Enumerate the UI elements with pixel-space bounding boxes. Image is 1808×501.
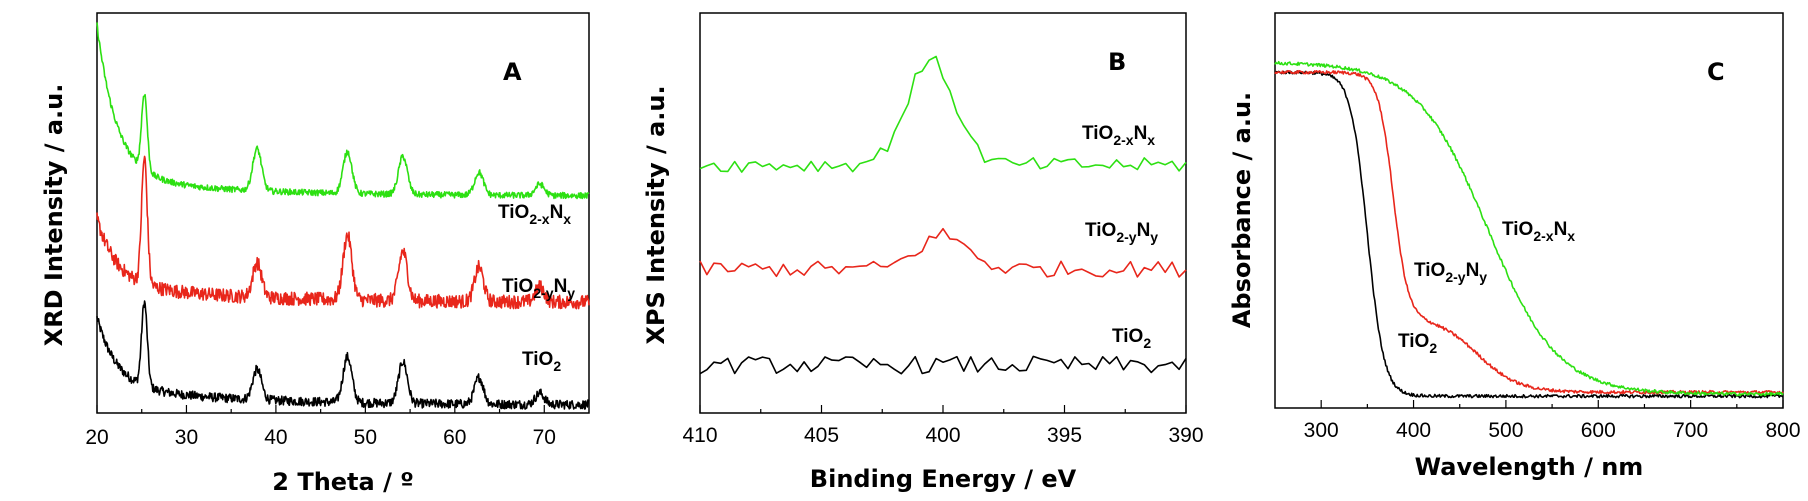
series-line [699,355,1187,375]
x-tick-label: 600 [1581,419,1616,442]
panel-b-series-labels: TiO2 TiO2-yNy TiO2-xNx [1082,123,1158,351]
x-tick-label: 700 [1673,419,1708,442]
panel-c-y-axis-title: Absorbance / a.u. [1228,92,1256,328]
panel-c-x-axis-title: Wavelength / nm [1415,453,1644,481]
x-tick-label: 400 [925,424,960,447]
series-label: TiO2 [1112,326,1151,351]
panel-c-series-labels: TiO2 TiO2-yNy TiO2-xNx [1398,219,1575,356]
series-line [699,227,1187,278]
series-line [96,155,590,310]
x-tick-label: 800 [1765,419,1800,442]
panel-b-curves [699,55,1187,375]
x-tick-label: 20 [85,426,108,449]
panel-a: 20 30 40 50 60 70 TiO2 TiO2-yNy TiO2-xNx A 2 Th… [40,12,590,496]
x-tick-label: 40 [264,426,287,449]
panel-b-y-axis-title: XPS Intensity / a.u. [642,85,670,344]
series-line [1274,60,1784,397]
series-label: TiO2 [1398,331,1437,356]
panel-a-series-labels: TiO2 TiO2-yNy TiO2-xNx [498,202,575,374]
x-tick-label: 50 [354,426,377,449]
series-line [96,300,590,410]
panel-c: 300 400 500 600 700 800 TiO2TiO2-yNyTiO2-xNx … [1228,12,1801,481]
series-label: TiO2-xNx [1502,219,1575,244]
panel-a-letter: A [503,58,522,86]
series-label: TiO2 [522,349,561,374]
x-tick-label: 300 [1304,419,1339,442]
series-line [699,55,1187,173]
series-line [96,22,590,200]
x-tick-label: 405 [804,424,839,447]
x-tick-label: 410 [682,424,717,447]
panel-c-x-ticks: 300 400 500 600 700 800 [1304,400,1801,442]
x-tick-label: 30 [175,426,198,449]
series-line [1274,70,1784,399]
series-label: TiO2-xNx [498,202,571,227]
series-label: TiO2-yNy [502,276,575,301]
x-tick-label: 60 [443,426,466,449]
panel-c-plot-frame [1274,12,1784,409]
panel-b-letter: B [1108,48,1126,76]
series-label: TiO2-xNx [1082,123,1155,148]
x-tick-label: 390 [1168,424,1203,447]
panel-a-x-axis-title: 2 Theta / º [272,468,413,496]
panel-c-curves [1274,60,1784,399]
panel-a-curves [96,22,590,410]
x-tick-label: 400 [1396,419,1431,442]
panel-b: 410 405 400 395 390 TiO2 TiO2-yNy TiO2-xNx B B… [642,12,1204,493]
panel-a-x-ticks: 20 30 40 50 60 70 [85,405,556,449]
panel-a-y-axis-title: XRD Intensity / a.u. [40,84,68,347]
series-label: TiO2-yNy [1414,260,1487,285]
x-tick-label: 70 [533,426,556,449]
x-tick-label: 395 [1047,424,1082,447]
x-tick-label: 500 [1488,419,1523,442]
panel-c-letter: C [1707,58,1725,86]
panel-b-x-axis-title: Binding Energy / eV [810,465,1077,493]
panel-b-x-ticks: 410 405 400 395 390 [682,405,1204,447]
series-label: TiO2-yNy [1085,220,1158,245]
